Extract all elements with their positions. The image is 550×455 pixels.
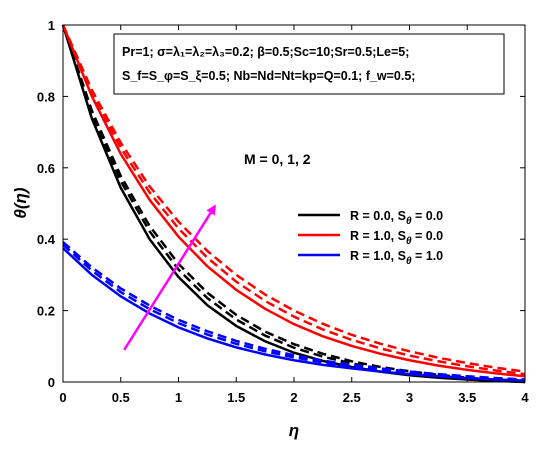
y-tick-label: 0.2 [37, 304, 55, 319]
y-tick-label: 1 [48, 18, 55, 33]
m-annotation: M = 0, 1, 2 [244, 151, 311, 167]
legend-entry: R = 1.0, Sθ = 0.0 [350, 229, 443, 247]
series-line [61, 24, 526, 376]
parameter-line-1: Pr=1; σ=λ₁=λ₂=λ₃=0.2; β=0.5;Sc=10;Sr=0.5… [122, 45, 409, 59]
series-line [62, 247, 526, 382]
legend: R = 0.0, Sθ = 0.0 R = 1.0, Sθ = 0.0 R = 1.… [290, 201, 500, 267]
x-tick-label: 0 [59, 390, 66, 405]
legend-entry: R = 0.0, Sθ = 0.0 [350, 209, 443, 227]
plot-frame [62, 24, 526, 383]
y-tick-label: 0.4 [37, 232, 56, 247]
y-tick-label: 0 [48, 375, 55, 390]
parameter-box [113, 33, 505, 95]
x-tick-label: 1 [175, 390, 182, 405]
series-line [61, 24, 526, 378]
y-tick-label: 0.8 [37, 89, 55, 104]
series-line [62, 241, 526, 381]
x-tick-label: 3.5 [458, 390, 476, 405]
x-axis-label: η [289, 421, 299, 440]
ticks-layer: 0 0.5 1 1.5 2 2.5 3 3.5 4 0 0.2 0.4 0.6 0.8 1 [37, 18, 529, 405]
x-tick-label: 2.5 [343, 390, 361, 405]
parameter-line-2: S_f=S_φ=S_ξ=0.5; Nb=Nd=Nt=kp=Q=0.1; f_w=… [122, 69, 415, 83]
x-tick-label: 2 [290, 390, 297, 405]
increasing-m-arrow [123, 204, 216, 351]
x-tick-label: 4 [521, 390, 529, 405]
y-tick-label: 0.6 [37, 161, 55, 176]
series-line [61, 24, 526, 373]
legend-entry: R = 1.0, Sθ = 1.0 [350, 249, 443, 267]
series-line [61, 24, 526, 384]
x-tick-label: 1.5 [227, 390, 245, 405]
curves-layer [61, 24, 526, 384]
y-axis-label: θ(η) [11, 187, 30, 219]
x-tick-label: 3 [406, 390, 413, 405]
series-line [61, 24, 526, 384]
x-tick-label: 0.5 [112, 390, 130, 405]
